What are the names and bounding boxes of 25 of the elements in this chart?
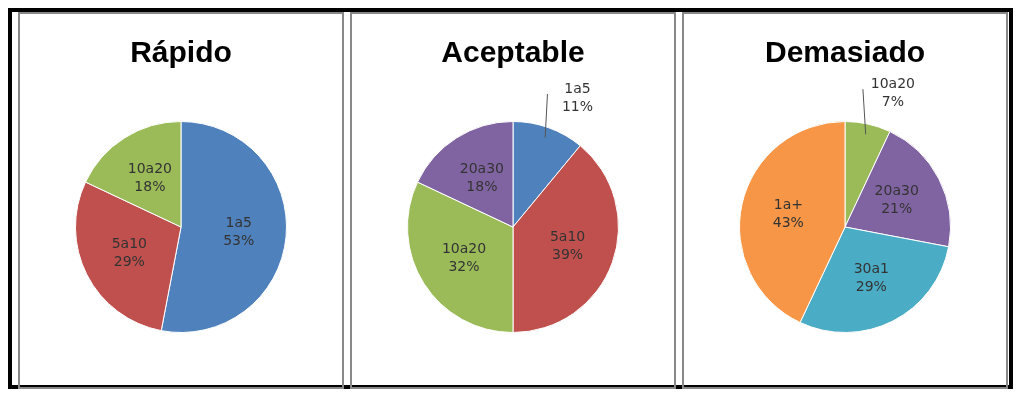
slice-label: 1a5 bbox=[225, 214, 252, 231]
data-label: 29% bbox=[855, 278, 887, 295]
data-label: 18% bbox=[466, 177, 498, 194]
data-label: 53% bbox=[223, 232, 255, 249]
slice-label: 5a10 bbox=[549, 228, 586, 245]
slice-label: 10a20 bbox=[870, 74, 916, 91]
slice-label: 30a1 bbox=[853, 260, 889, 277]
data-label: 43% bbox=[772, 213, 804, 230]
data-label: 32% bbox=[448, 257, 480, 274]
slice-label: 10a20 bbox=[441, 239, 487, 256]
slice-label: 20a30 bbox=[459, 159, 505, 176]
chart-title: Demasiado bbox=[764, 35, 926, 69]
slice-label: 1a+ bbox=[773, 195, 803, 212]
data-label: 18% bbox=[134, 177, 166, 194]
slice-label: 20a30 bbox=[874, 182, 919, 199]
slice-label: 5a10 bbox=[111, 234, 147, 251]
data-label: 11% bbox=[561, 97, 594, 114]
data-label: 7% bbox=[881, 92, 905, 109]
slice-label: 10a20 bbox=[127, 159, 173, 176]
data-label: 29% bbox=[113, 252, 145, 269]
data-label: 21% bbox=[881, 200, 913, 217]
data-label: 39% bbox=[552, 246, 584, 263]
chart-title: Rápido bbox=[130, 35, 232, 69]
slice-label: 1a5 bbox=[564, 79, 591, 96]
chart-title: Aceptable bbox=[441, 35, 585, 69]
